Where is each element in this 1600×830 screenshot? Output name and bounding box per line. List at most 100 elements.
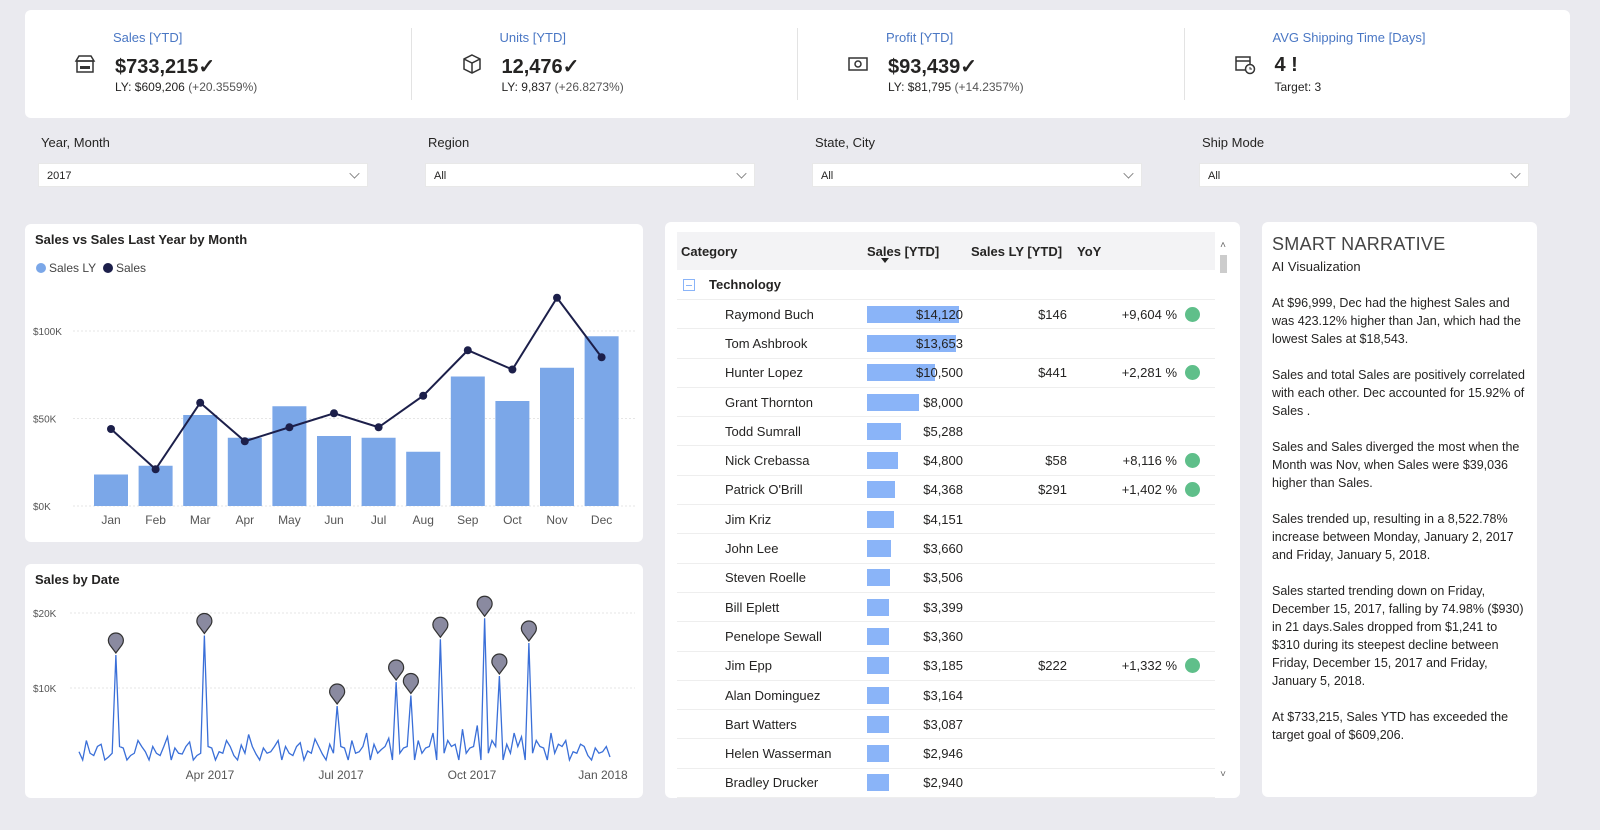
- table-row[interactable]: Alan Dominguez $3,164: [677, 681, 1215, 711]
- table-row[interactable]: Todd Sumrall $5,288: [677, 417, 1215, 447]
- narrative-paragraph: Sales trended up, resulting in a 8,522.7…: [1272, 512, 1514, 562]
- anomaly-marker[interactable]: [432, 616, 449, 639]
- kpi-card: Units [YTD] 12,476✓ LY: 9,837 (+26.8273%): [412, 28, 798, 100]
- sales-point[interactable]: [107, 425, 115, 433]
- table-row[interactable]: Penelope Sewall $3,360: [677, 622, 1215, 652]
- collapse-icon[interactable]: [683, 278, 695, 291]
- anomaly-marker[interactable]: [402, 672, 419, 695]
- legend-label: Sales LY: [49, 261, 96, 275]
- narrative-subtitle: AI Visualization: [1272, 259, 1361, 274]
- anomaly-marker[interactable]: [196, 612, 213, 635]
- sales-ly-value: $222: [1038, 658, 1067, 674]
- anomaly-marker[interactable]: [491, 653, 508, 675]
- filter-dropdown[interactable]: All: [812, 163, 1142, 187]
- sales-value: $10,500: [916, 365, 963, 381]
- filter-dropdown[interactable]: 2017: [38, 163, 368, 187]
- column-header[interactable]: Sales LY [YTD]: [971, 243, 1063, 259]
- anomaly-marker[interactable]: [388, 659, 405, 681]
- bar-sales-ly[interactable]: [584, 336, 619, 506]
- column-header[interactable]: Sales [YTD]: [867, 243, 940, 259]
- sales-cell: $10,500: [867, 364, 967, 382]
- narrative-paragraph: Sales started trending down on Friday, D…: [1272, 584, 1524, 688]
- bar-sales-ly[interactable]: [495, 401, 530, 506]
- bar-sales-ly[interactable]: [406, 451, 441, 506]
- kpi-subtitle: LY: $81,795 (+14.2357%): [888, 80, 1024, 94]
- filter-dropdown[interactable]: All: [425, 163, 755, 187]
- table-row[interactable]: Raymond Buch $14,120 $146 +9,604 %: [677, 300, 1215, 330]
- bar-sales-ly[interactable]: [317, 436, 351, 506]
- anomaly-marker[interactable]: [329, 683, 346, 705]
- group-row[interactable]: Technology: [677, 270, 1215, 300]
- table-row[interactable]: Grant Thornton $8,000: [677, 388, 1215, 418]
- data-bar: [867, 510, 895, 528]
- table-row[interactable]: Helen Wasserman $2,946: [677, 739, 1215, 769]
- anomaly-marker[interactable]: [107, 632, 124, 654]
- bar-sales-ly[interactable]: [272, 406, 307, 506]
- sales-cell: $13,653: [867, 334, 967, 352]
- bar-sales-ly[interactable]: [450, 376, 485, 507]
- sales-ly-value: $291: [1038, 482, 1067, 498]
- column-header[interactable]: Category: [681, 243, 738, 259]
- filter-dropdown[interactable]: All: [1199, 163, 1529, 187]
- sales-point[interactable]: [374, 423, 383, 432]
- bar-sales-ly[interactable]: [227, 437, 262, 506]
- sales-value: $3,506: [923, 570, 963, 586]
- table-row[interactable]: Bill Eplett $3,399: [677, 593, 1215, 623]
- sales-point[interactable]: [419, 391, 428, 400]
- table-row[interactable]: Bradley Drucker $2,940: [677, 769, 1215, 799]
- sales-point[interactable]: [285, 423, 294, 432]
- table-scrollbar[interactable]: ˄ ˅: [1219, 240, 1227, 780]
- anomaly-marker[interactable]: [520, 620, 537, 642]
- bar-sales-ly[interactable]: [540, 367, 574, 506]
- sales-point[interactable]: [151, 465, 160, 474]
- table-row[interactable]: John Lee $3,660: [677, 534, 1215, 564]
- bar-sales-ly[interactable]: [361, 437, 396, 506]
- narrative-paragraph: At $96,999, Dec had the highest Sales an…: [1272, 296, 1521, 346]
- anomaly-marker[interactable]: [476, 595, 493, 618]
- kpi-title: AVG Shipping Time [Days]: [1272, 30, 1426, 45]
- calendar-clock-icon: [1234, 56, 1255, 75]
- data-bar: [867, 540, 891, 558]
- y-tick-label: $10K: [33, 684, 57, 695]
- x-tick-label: Feb: [145, 513, 166, 527]
- chevron-down-icon: [1123, 168, 1134, 179]
- y-tick-label: $0K: [33, 502, 51, 513]
- filter-value: All: [1208, 170, 1221, 182]
- status-dot-icon: [1185, 306, 1200, 322]
- table-row[interactable]: Steven Roelle $3,506: [677, 564, 1215, 593]
- table-row[interactable]: Hunter Lopez $10,500 $441 +2,281 %: [677, 359, 1215, 388]
- kpi-last-year: LY: $81,795: [888, 80, 952, 94]
- table-row[interactable]: Tom Ashbrook $13,653: [677, 329, 1215, 359]
- kpi-last-year: LY: 9,837: [501, 80, 552, 94]
- sales-point[interactable]: [196, 398, 205, 407]
- sales-point[interactable]: [508, 365, 517, 374]
- customer-name: Bill Eplett: [725, 599, 780, 615]
- sales-ly-value: $58: [1045, 453, 1067, 469]
- kpi-subtitle: LY: 9,837 (+26.8273%): [502, 80, 624, 94]
- data-bar: [867, 657, 889, 675]
- table-row[interactable]: Patrick O'Brill $4,368 $291 +1,402 %: [677, 476, 1215, 506]
- kpi-change: (+26.8273%): [554, 80, 624, 94]
- table-row[interactable]: Nick Crebassa $4,800 $58 +8,116 %: [677, 446, 1215, 476]
- sales-value: $2,940: [923, 775, 963, 791]
- customer-name: Hunter Lopez: [725, 365, 804, 381]
- sales-cell: $3,360: [867, 627, 967, 645]
- x-tick-label: Apr 2017: [186, 768, 235, 782]
- sales-cell: $14,120: [867, 305, 967, 323]
- table-row[interactable]: Bart Watters $3,087: [677, 710, 1215, 740]
- y-tick-label: $20K: [33, 609, 57, 620]
- table-row[interactable]: Jim Kriz $4,151: [677, 505, 1215, 535]
- legend-label: Sales: [116, 261, 146, 275]
- column-header[interactable]: YoY: [1077, 243, 1102, 259]
- x-tick-label: Jul 2017: [318, 768, 364, 782]
- x-tick-label: Mar: [190, 513, 211, 527]
- bar-sales-ly[interactable]: [183, 415, 218, 506]
- sales-point[interactable]: [553, 293, 561, 302]
- sales-point[interactable]: [330, 409, 338, 418]
- customer-name: Todd Sumrall: [725, 423, 801, 439]
- sales-point[interactable]: [597, 353, 606, 362]
- sales-point[interactable]: [240, 437, 249, 446]
- table-row[interactable]: Jim Epp $3,185 $222 +1,332 %: [677, 652, 1215, 681]
- sales-point[interactable]: [463, 346, 472, 355]
- bar-sales-ly[interactable]: [94, 474, 128, 507]
